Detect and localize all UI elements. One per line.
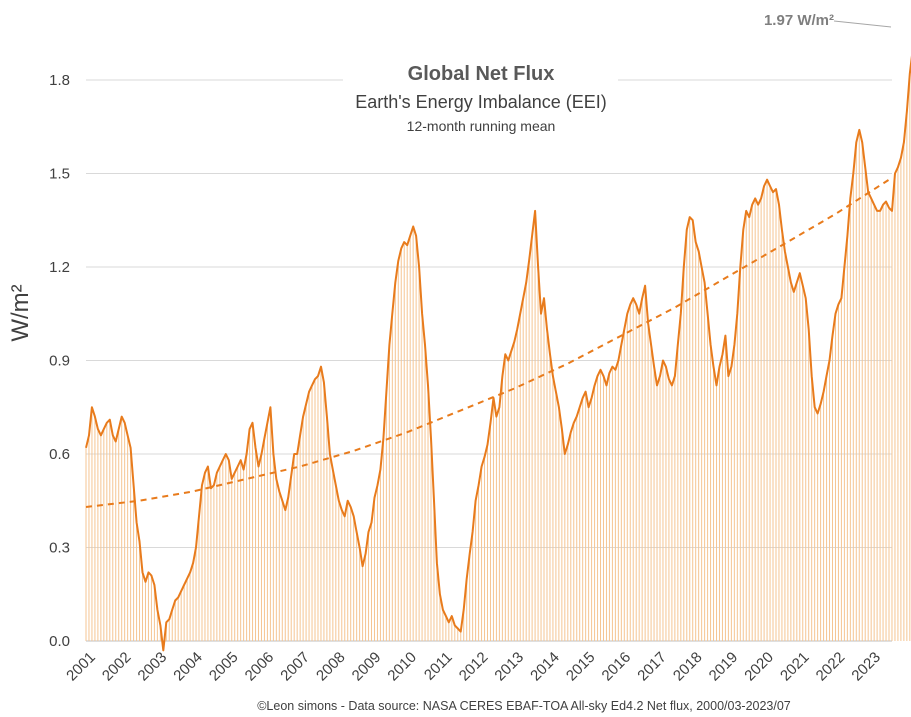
y-tick-label: 0.3 [49, 539, 70, 556]
chart-subsubtitle: 12-month running mean [407, 118, 556, 134]
x-tick-label: 2009 [349, 649, 385, 685]
annotation-leader-line [833, 20, 892, 28]
y-tick-label: 0.6 [49, 446, 70, 463]
x-tick-label: 2019 [706, 649, 742, 685]
y-tick-label: 1.8 [49, 72, 70, 89]
y-tick-label: 1.5 [49, 165, 70, 182]
x-tick-label: 2001 [63, 649, 99, 685]
x-tick-label: 2021 [777, 649, 813, 685]
x-tick-label: 2011 [421, 649, 456, 684]
monthly-bars [85, 73, 911, 651]
y-axis-label: W/m² [7, 284, 34, 341]
x-tick-label: 2012 [456, 649, 492, 685]
x-tick-label: 2016 [599, 649, 635, 685]
x-tick-label: 2023 [848, 649, 884, 685]
x-tick-label: 2020 [741, 649, 777, 685]
x-tick-label: 2014 [527, 649, 563, 685]
title-box [343, 56, 618, 140]
y-tick-label: 1.2 [49, 259, 70, 276]
peak-annotation: 1.97 W/m² [764, 12, 834, 29]
grid-lines [86, 79, 892, 642]
chart-title: Global Net Flux [408, 63, 555, 85]
x-tick-label: 2007 [277, 649, 313, 685]
x-tick-label: 2003 [135, 649, 171, 685]
trend-line-group [85, 178, 890, 508]
x-tick-label: 2017 [634, 649, 670, 685]
x-tick-label: 2005 [206, 649, 242, 685]
x-tick-label: 2022 [813, 649, 849, 685]
chart-subtitle: Earth's Energy Imbalance (EEI) [355, 92, 607, 112]
x-tick-label: 2010 [384, 649, 420, 685]
y-tick-label: 0.9 [49, 352, 70, 369]
x-tick-label: 2008 [313, 649, 349, 685]
x-tick-label: 2006 [242, 649, 278, 685]
x-tick-label: 2004 [170, 649, 206, 685]
x-axis-ticks: 2001 2002 2003 2004 2005 2006 2007 2008 2009 2010… [63, 649, 884, 685]
data-credit: ©Leon simons - Data source: NASA CERES E… [257, 699, 791, 713]
trend-line [85, 178, 890, 508]
y-axis-ticks: 0.0 0.3 0.6 0.9 1.2 1.5 1.8 [49, 72, 70, 650]
y-tick-label: 0.0 [49, 633, 70, 650]
x-tick-label: 2002 [99, 649, 135, 685]
x-tick-label: 2018 [670, 649, 706, 685]
x-tick-label: 2013 [491, 649, 527, 685]
x-tick-label: 2015 [563, 649, 599, 685]
flux-line-group [85, 55, 911, 652]
flux-line [85, 55, 911, 652]
